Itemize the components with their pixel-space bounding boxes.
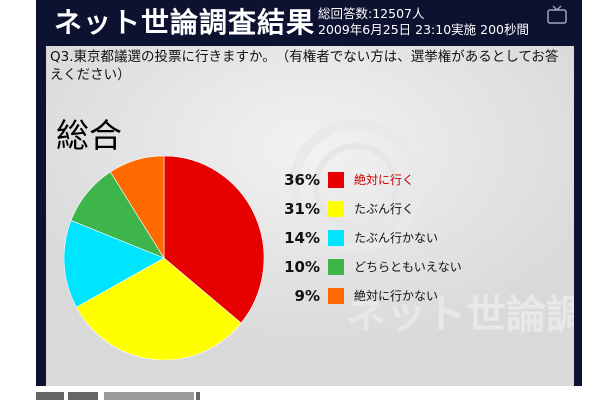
legend-item: 14% たぶん行かない <box>270 228 510 250</box>
title-bar: ネット世論調査結果 総回答数:12507人 2009年6月25日 23:10実施… <box>36 0 582 46</box>
legend-label: たぶん行かない <box>354 231 439 245</box>
legend-item: 10% どちらともいえない <box>270 257 510 279</box>
legend-label: どちらともいえない <box>354 260 462 274</box>
tv-icon <box>547 5 567 24</box>
legend-percent: 31% <box>284 200 320 218</box>
legend-swatch <box>328 201 344 217</box>
response-count: 総回答数:12507人 <box>318 6 425 21</box>
legend-swatch <box>328 230 344 246</box>
legend-item: 36% 絶対に行く <box>270 170 510 192</box>
legend-percent: 9% <box>294 287 320 305</box>
bottom-toolbar <box>0 386 610 400</box>
toolbar-field[interactable] <box>104 392 194 400</box>
chart-panel: ネット世論調査 Q3.東京都議選の投票に行きますか。 （有権者でない方は、選挙権… <box>46 46 574 386</box>
pie-slice-2 <box>75 257 242 360</box>
legend-label: 絶対に行く <box>354 173 415 187</box>
survey-date: 2009年6月25日 23:10実施 200秒間 <box>318 22 529 37</box>
pie-chart <box>64 156 264 360</box>
legend-percent: 14% <box>284 229 320 247</box>
toolbar-button[interactable] <box>68 392 98 400</box>
watermark-text: ネット世論調査 <box>346 292 574 338</box>
legend-item: 9% 絶対に行かない <box>270 286 510 308</box>
pie-slice-5 <box>110 156 165 260</box>
legend-label: 絶対に行かない <box>354 289 439 303</box>
page-title: ネット世論調査結果 <box>54 6 316 39</box>
legend-percent: 36% <box>284 171 320 189</box>
legend-swatch <box>328 259 344 275</box>
toolbar-button[interactable] <box>36 392 64 400</box>
legend-item: 31% たぶん行く <box>270 199 510 221</box>
survey-meta: 総回答数:12507人 2009年6月25日 23:10実施 200秒間 <box>318 6 529 38</box>
legend-percent: 10% <box>284 258 320 276</box>
pie-slice-3 <box>64 220 165 308</box>
question-text: Q3.東京都議選の投票に行きますか。 （有権者でない方は、選挙権があるとしてお答… <box>50 49 559 83</box>
pie-slice-1 <box>163 156 264 324</box>
legend-label: たぶん行く <box>354 202 415 216</box>
legend-swatch <box>328 172 344 188</box>
toolbar-divider <box>196 392 200 400</box>
section-title: 総合 <box>56 116 122 155</box>
results-window: ネット世論調査結果 総回答数:12507人 2009年6月25日 23:10実施… <box>36 0 582 400</box>
legend-swatch <box>328 288 344 304</box>
